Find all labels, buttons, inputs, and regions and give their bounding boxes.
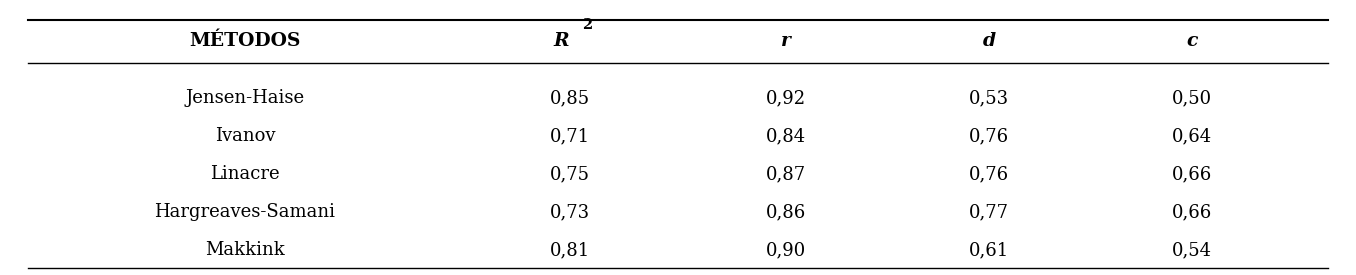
Text: 0,90: 0,90 xyxy=(766,241,807,260)
Text: 0,73: 0,73 xyxy=(549,203,590,221)
Text: d: d xyxy=(983,32,995,50)
Text: 0,50: 0,50 xyxy=(1172,89,1212,107)
Text: 0,61: 0,61 xyxy=(970,241,1009,260)
Text: c: c xyxy=(1186,32,1197,50)
Text: 0,66: 0,66 xyxy=(1172,203,1212,221)
Text: 0,84: 0,84 xyxy=(766,127,807,145)
Text: 0,87: 0,87 xyxy=(766,165,807,183)
Text: R: R xyxy=(553,32,570,50)
Text: 0,77: 0,77 xyxy=(970,203,1009,221)
Text: Linacre: Linacre xyxy=(210,165,279,183)
Text: 0,85: 0,85 xyxy=(549,89,590,107)
Text: 0,76: 0,76 xyxy=(970,165,1009,183)
Text: MÉTODOS: MÉTODOS xyxy=(190,32,301,50)
Text: Hargreaves-Samani: Hargreaves-Samani xyxy=(155,203,335,221)
Text: 0,54: 0,54 xyxy=(1172,241,1212,260)
Text: 0,75: 0,75 xyxy=(549,165,590,183)
Text: 0,53: 0,53 xyxy=(970,89,1009,107)
Text: r: r xyxy=(781,32,791,50)
Text: 0,64: 0,64 xyxy=(1172,127,1212,145)
Text: 2: 2 xyxy=(582,18,593,32)
Text: 0,71: 0,71 xyxy=(549,127,590,145)
Text: 0,76: 0,76 xyxy=(970,127,1009,145)
Text: Ivanov: Ivanov xyxy=(214,127,275,145)
Text: 0,81: 0,81 xyxy=(549,241,590,260)
Text: 0,86: 0,86 xyxy=(766,203,807,221)
Text: 0,66: 0,66 xyxy=(1172,165,1212,183)
Text: Jensen-Haise: Jensen-Haise xyxy=(186,89,305,107)
Text: 0,92: 0,92 xyxy=(766,89,807,107)
Text: Makkink: Makkink xyxy=(205,241,285,260)
